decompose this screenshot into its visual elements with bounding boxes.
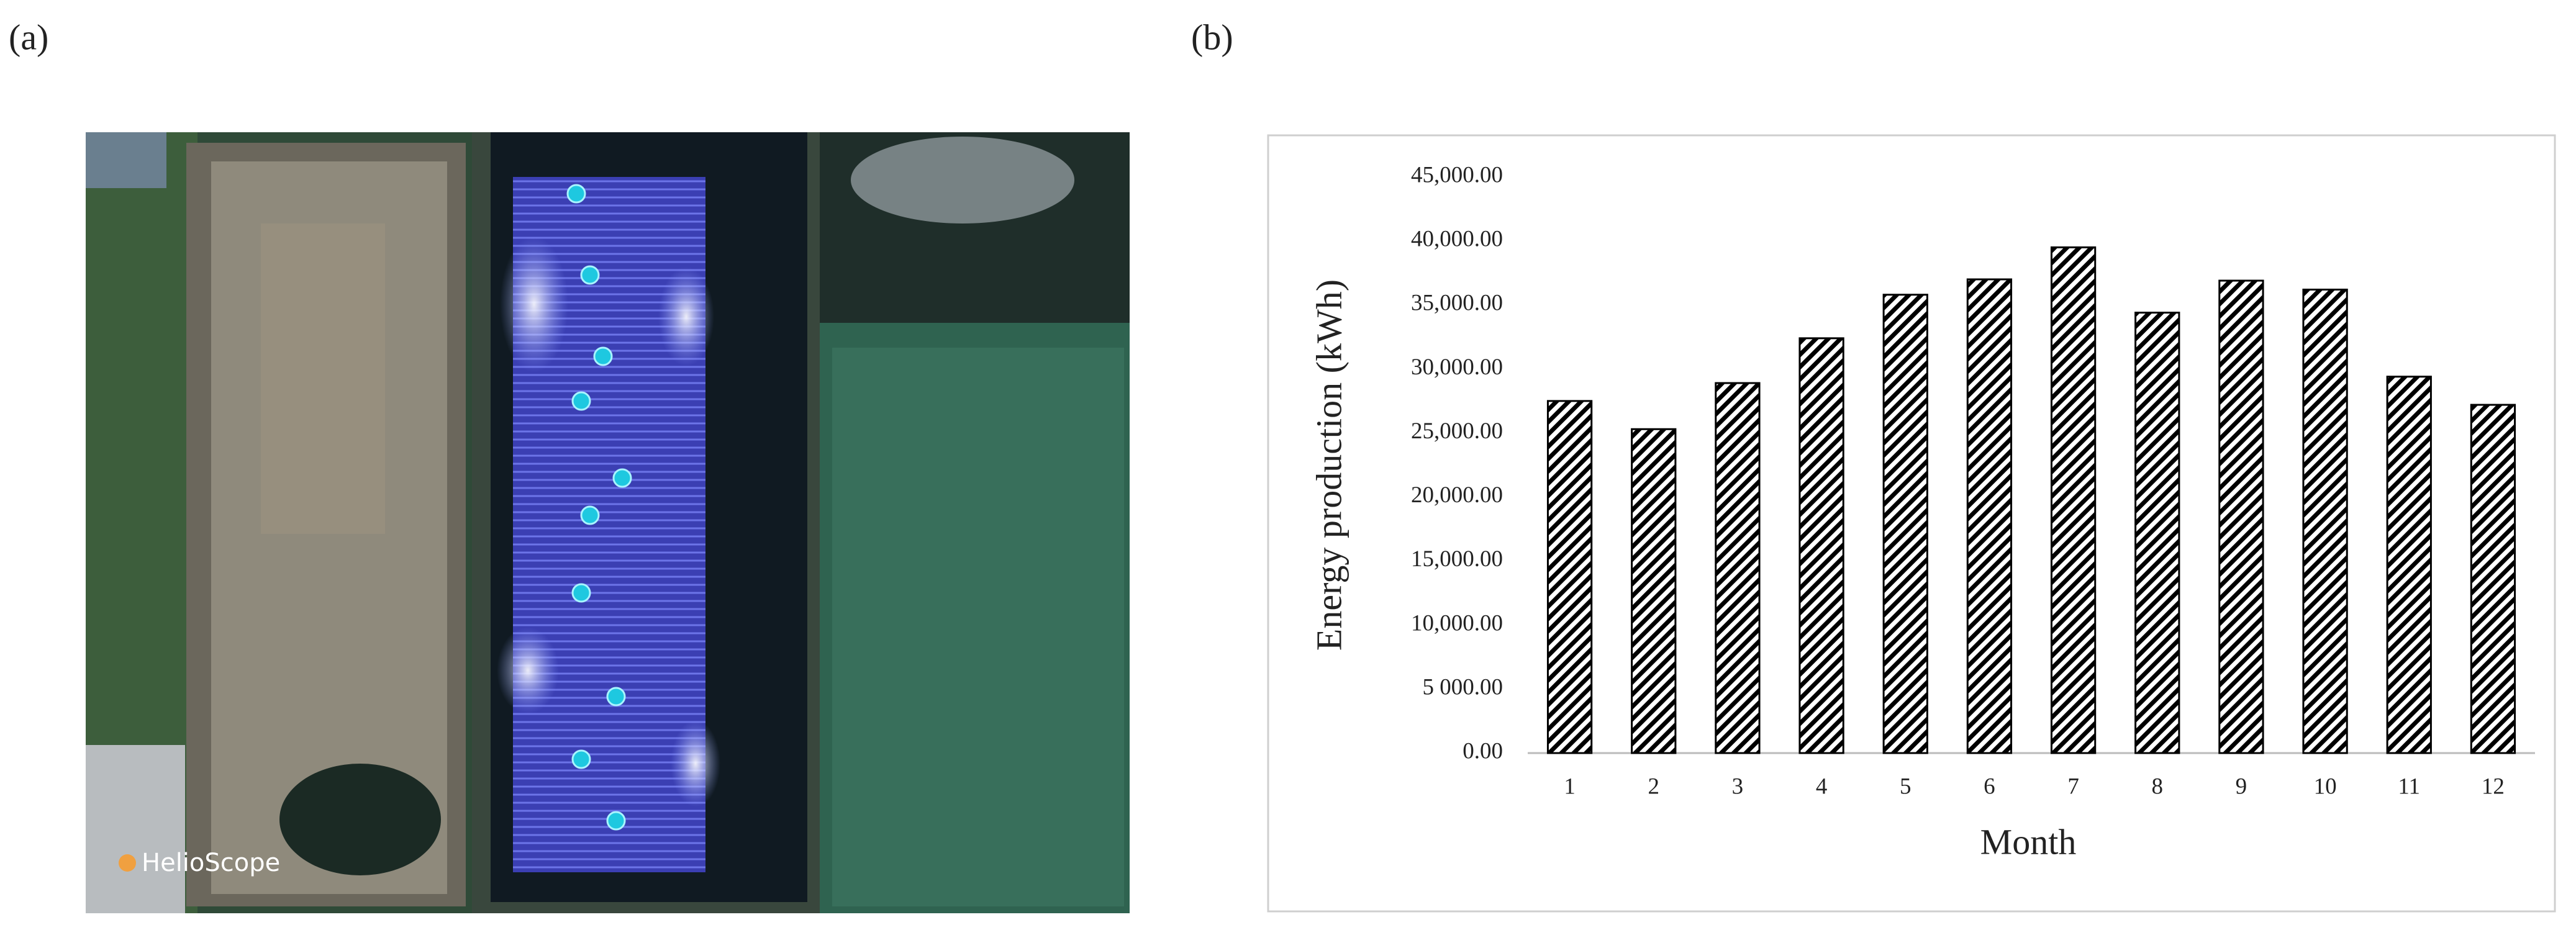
x-tick-label: 2 [1648,774,1660,799]
x-tick-label: 6 [1984,774,1995,799]
x-tick-label: 3 [1732,774,1744,799]
bar [2134,312,2180,754]
bar [2386,376,2432,754]
x-tick-label: 7 [2067,774,2079,799]
x-tick-label: 11 [2398,774,2420,799]
panel-label: (a) [9,17,48,57]
bar [1546,400,1593,754]
bar [1798,337,1844,754]
x-axis-title: Month [1980,821,2077,862]
panel-label: (b) [1191,17,1233,57]
y-tick-label: 25,000.00 [1411,418,1503,444]
x-tick-label: 9 [2236,774,2247,799]
bar [2050,246,2097,754]
y-tick-label: 10,000.00 [1411,610,1503,636]
y-axis-title: Energy production (kWh) [1308,279,1349,651]
bar [2470,404,2516,754]
y-tick-label: 40,000.00 [1411,227,1503,252]
y-tick-label: 0.00 [1463,738,1503,764]
plot: 0.00 5 000.00 10,000.00 15,000.00 20,000.00 2… [1411,162,2535,799]
y-tick-label: 30,000.00 [1411,354,1503,380]
bar [1631,428,1677,754]
bar [2302,288,2348,754]
y-tick-label: 35,000.00 [1411,291,1503,316]
satellite-image: HelioScope [86,132,1130,913]
x-tick-label: 4 [1816,774,1828,799]
x-tick-label: 12 [2482,774,2505,799]
y-tick-label: 45,000.00 [1411,162,1503,187]
bar [1966,278,2013,754]
x-tick-label: 5 [1900,774,1912,799]
bar [2218,279,2264,754]
y-tick-label: 15,000.00 [1411,546,1503,572]
y-tick-label: 5 000.00 [1423,674,1503,700]
bar [1882,294,1928,754]
bar [1715,382,1761,754]
x-tick-label: 1 [1564,774,1576,799]
y-tick-label: 20,000.00 [1411,482,1503,508]
x-tick-label: 8 [2152,774,2164,799]
x-tick-label: 10 [2314,774,2337,799]
watermark: HelioScope [142,849,280,877]
